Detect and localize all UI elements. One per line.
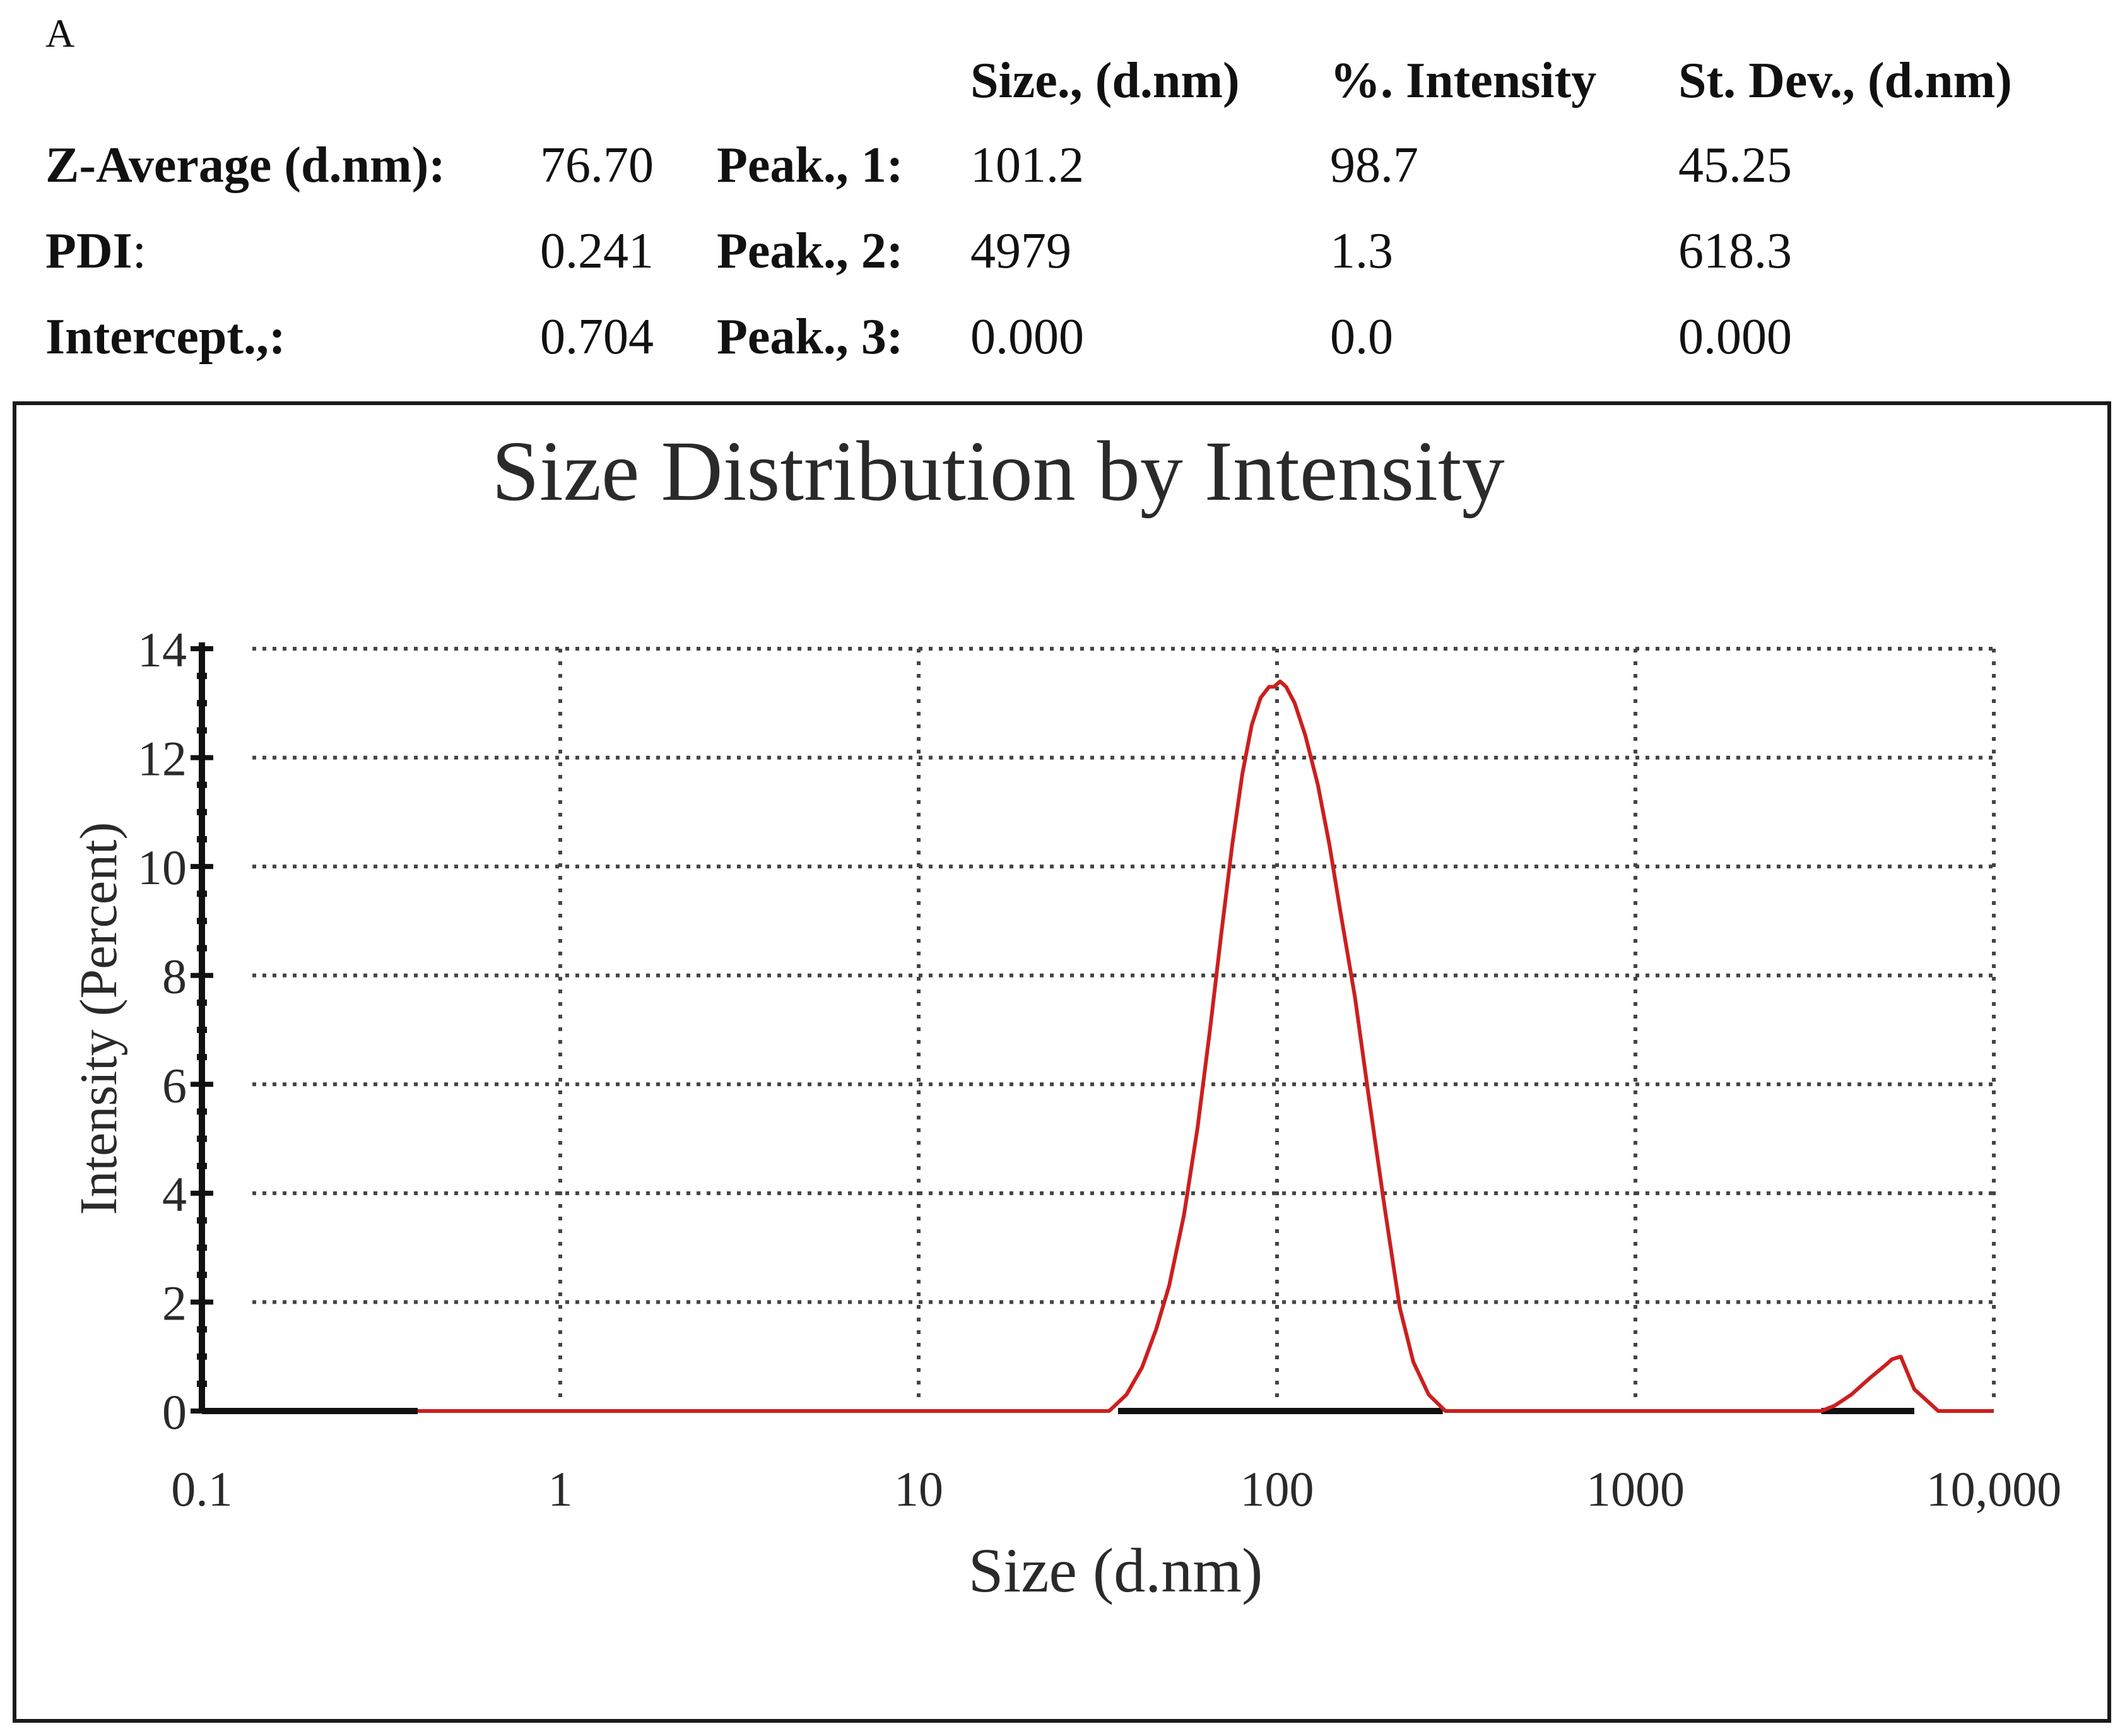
peak-3-size: 0.000: [970, 309, 1084, 365]
peak-2-intensity: 1.3: [1330, 223, 1393, 279]
size-distribution-chart: Size Distribution by Intensity Size (d.n…: [69, 424, 2061, 1605]
peak-1-size: 101.2: [970, 138, 1084, 193]
pdi-colon: :: [132, 223, 147, 279]
z-average-value: 76.70: [540, 138, 654, 193]
peak-3-label: Peak., 3:: [717, 309, 904, 365]
peak-1-stdev: 45.25: [1678, 138, 1792, 193]
y-axis-label: Intensity (Percent): [69, 822, 128, 1215]
x-tick-label-4: 1000: [1586, 1461, 1685, 1516]
pdi-label: PDI: [45, 223, 132, 279]
y-tick-label-12: 12: [138, 731, 187, 786]
intensity-series: [418, 679, 1994, 1413]
tick-labels: 0 2 4 6 8 10 12 14 0.1 1 10 100 1000 10,000: [138, 622, 2061, 1516]
intercept-value: 0.704: [540, 309, 654, 365]
x-tick-label-5: 10,000: [1926, 1461, 2062, 1516]
y-tick-label-6: 6: [162, 1058, 187, 1113]
peak-2-label: Peak., 2:: [717, 223, 904, 279]
x-tick-label-0: 0.1: [171, 1461, 233, 1516]
peak-1-intensity: 98.7: [1330, 138, 1418, 193]
y-tick-label-8: 8: [162, 949, 187, 1004]
x-tick-label-1: 1: [548, 1461, 573, 1516]
y-axis: [191, 642, 227, 1414]
x-tick-label-3: 100: [1240, 1461, 1314, 1516]
x-tick-label-2: 10: [894, 1461, 943, 1516]
z-average-label: Z-Average (d.nm):: [45, 138, 445, 193]
y-tick-label-14: 14: [138, 622, 187, 677]
y-tick-label-4: 4: [162, 1167, 187, 1222]
y-tick-label-0: 0: [162, 1385, 187, 1439]
peak-3-stdev: 0.000: [1678, 309, 1792, 365]
peak-1-label: Peak., 1:: [717, 138, 904, 193]
peak-2-size: 4979: [970, 223, 1071, 279]
y-tick-label-2: 2: [162, 1275, 187, 1330]
summary-table: Size., (d.nm) %. Intensity St. Dev., (d.…: [0, 0, 2120, 379]
col-header-intensity: %. Intensity: [1330, 53, 1597, 109]
peak-3-intensity: 0.0: [1330, 309, 1393, 365]
intercept-label: Intercept.,:: [45, 309, 286, 365]
pdi-label-row: PDI:: [45, 226, 146, 276]
chart-title: Size Distribution by Intensity: [492, 424, 1504, 519]
x-axis-label: Size (d.nm): [969, 1535, 1263, 1605]
peak-2-stdev: 618.3: [1678, 223, 1792, 279]
panel-label: A: [45, 11, 75, 56]
y-tick-label-10: 10: [138, 840, 187, 895]
chart-frame: Size Distribution by Intensity Size (d.n…: [13, 401, 2111, 1723]
col-header-size: Size., (d.nm): [970, 53, 1240, 109]
series-line-0: [418, 679, 1994, 1413]
col-header-stdev: St. Dev., (d.nm): [1678, 53, 2012, 109]
grid: [252, 647, 1996, 1405]
pdi-value: 0.241: [540, 223, 654, 279]
